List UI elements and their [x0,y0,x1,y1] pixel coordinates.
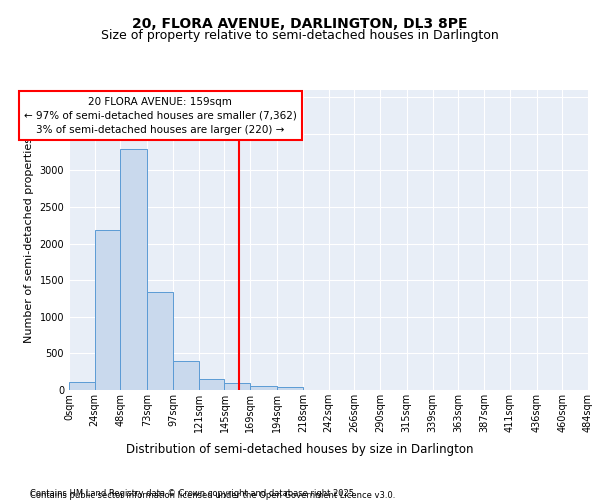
Text: Size of property relative to semi-detached houses in Darlington: Size of property relative to semi-detach… [101,29,499,42]
Bar [147,292,173,390]
Bar [277,386,303,390]
Bar [199,378,224,390]
Bar [121,150,147,390]
Text: 20, FLORA AVENUE, DARLINGTON, DL3 8PE: 20, FLORA AVENUE, DARLINGTON, DL3 8PE [132,18,468,32]
Bar [69,382,95,390]
Bar [224,384,250,390]
Bar [250,386,277,390]
Text: Distribution of semi-detached houses by size in Darlington: Distribution of semi-detached houses by … [126,442,474,456]
Text: Contains public sector information licensed under the Open Government Licence v3: Contains public sector information licen… [30,491,395,500]
Y-axis label: Number of semi-detached properties: Number of semi-detached properties [24,137,34,343]
Bar [95,230,121,390]
Text: Contains HM Land Registry data © Crown copyright and database right 2025.: Contains HM Land Registry data © Crown c… [30,488,356,498]
Text: 20 FLORA AVENUE: 159sqm
← 97% of semi-detached houses are smaller (7,362)
3% of : 20 FLORA AVENUE: 159sqm ← 97% of semi-de… [24,96,296,134]
Bar [173,360,199,390]
